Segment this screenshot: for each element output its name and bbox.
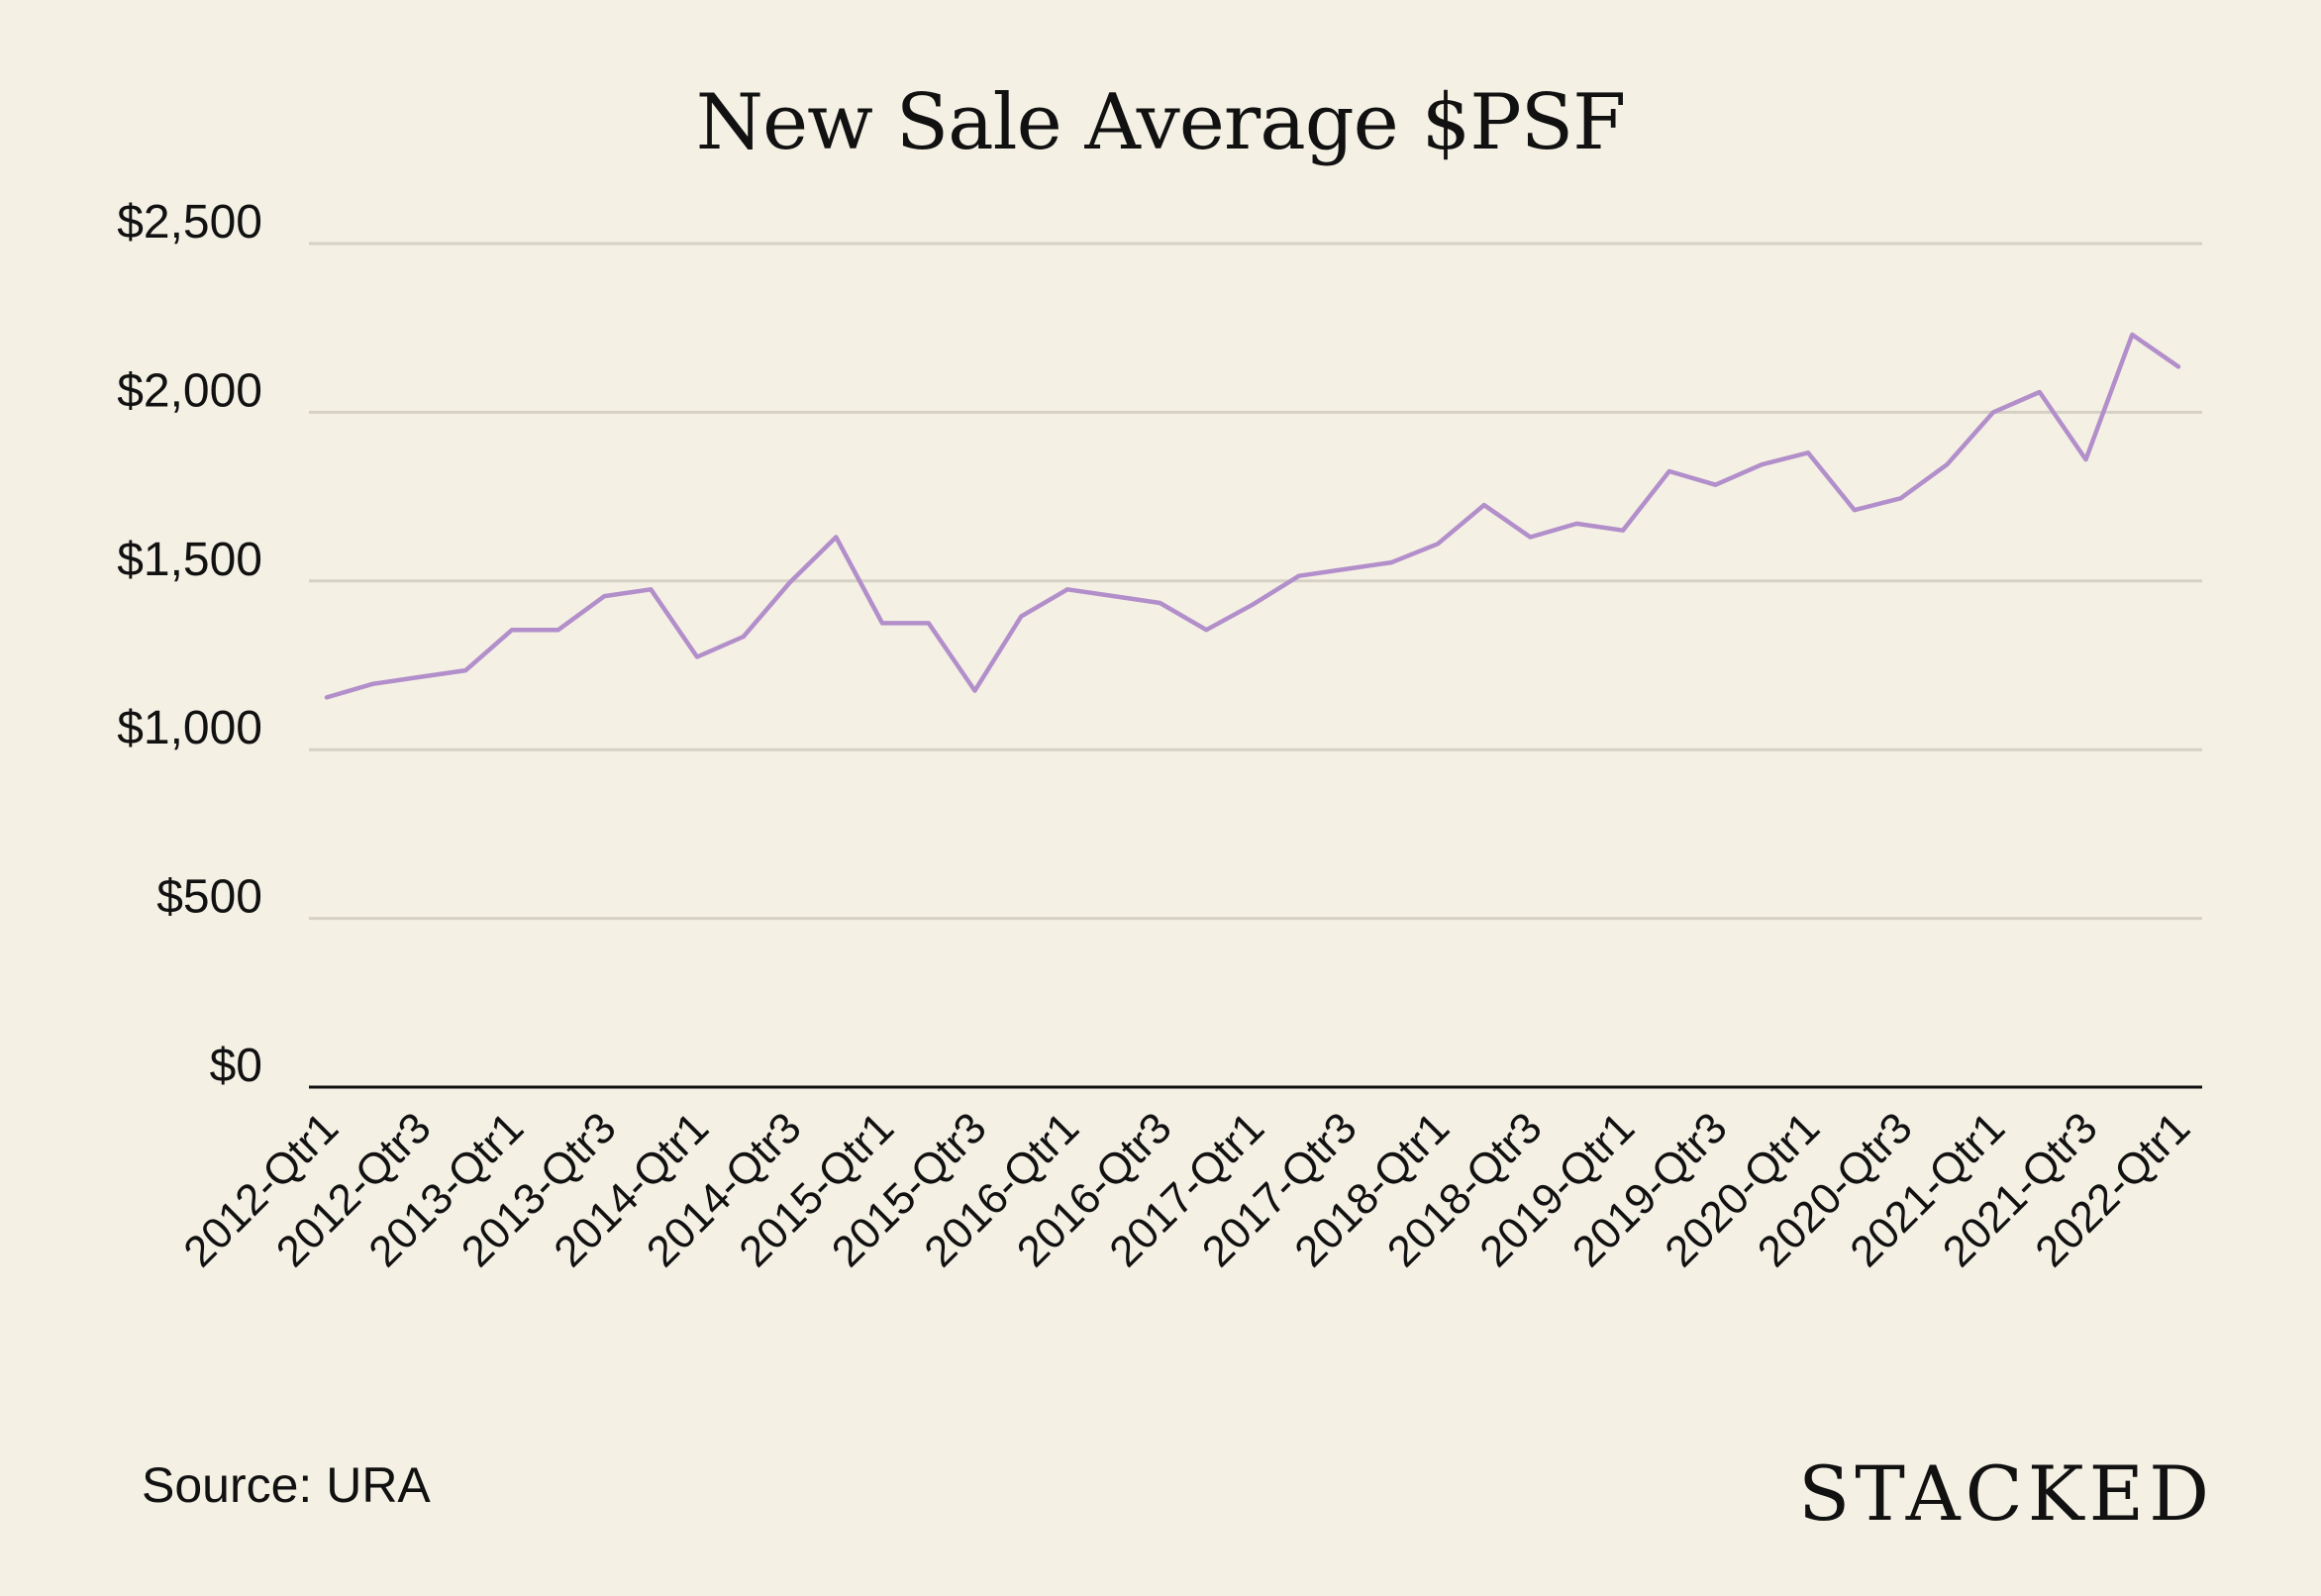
y-tick-label: $2,000 [117,364,262,417]
chart-title: New Sale Average $PSF [696,78,1626,167]
y-tick-label: $500 [156,871,262,924]
gridlines [309,242,2202,921]
series-line [324,332,2181,700]
y-tick-label: $1,500 [117,534,262,586]
y-tick-label: $1,000 [117,702,262,754]
brand-logo: STACKED [1798,1449,2214,1538]
source-note: Source: URA [142,1457,431,1513]
series-layer [324,332,2181,700]
y-tick-label: $2,500 [117,196,262,249]
x-axis-ticks: 2012-Qtr12012-Qtr32013-Qtr12013-Qtr32014… [174,1103,2199,1276]
y-tick-label: $0 [210,1040,262,1092]
y-axis-ticks: $0 $500 $1,000 $1,500 $2,000 $2,500 [117,196,262,1092]
